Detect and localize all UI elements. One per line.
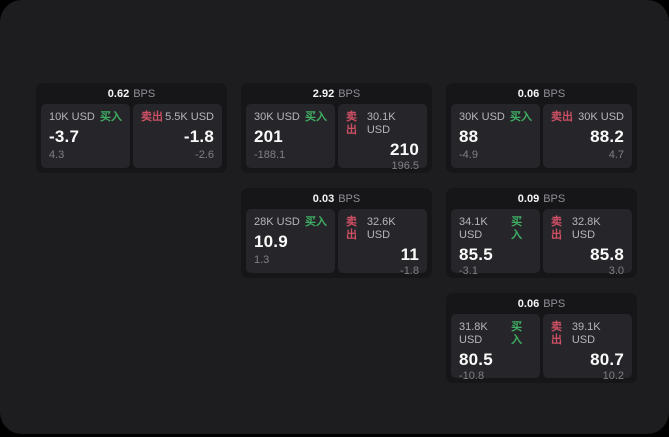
quote-card: 0.06 BPS 31.8K USD 买入 80.5 -10.8 卖出 39.1…	[446, 293, 637, 383]
bps-header: 0.06 BPS	[451, 83, 632, 104]
buy-amount: 30K USD	[254, 111, 300, 123]
sell-amount: 30K USD	[578, 111, 624, 123]
quote-card: 0.62 BPS 10K USD 买入 -3.7 4.3 卖出 5.5K USD	[36, 83, 227, 173]
buy-price: 201	[254, 127, 283, 146]
buy-panel[interactable]: 28K USD 买入 10.9 1.3	[246, 209, 335, 273]
buy-panel[interactable]: 31.8K USD 买入 80.5 -10.8	[451, 314, 540, 382]
buy-amount: 34.1K USD	[459, 216, 488, 241]
buy-side-label: 买入	[305, 111, 327, 123]
bps-unit-label: BPS	[543, 87, 566, 100]
buy-price: -3.7	[49, 127, 80, 146]
sell-amount: 39.1K USD	[571, 321, 601, 346]
sell-price: 85.8	[590, 245, 624, 264]
buy-price: 10.9	[254, 232, 288, 251]
buy-panel[interactable]: 30K USD 买入 88 -4.9	[451, 104, 540, 168]
bps-unit-label: BPS	[338, 192, 361, 205]
buy-change: -4.9	[459, 149, 478, 161]
bps-value: 0.09	[517, 192, 540, 205]
quote-grid: 0.62 BPS 10K USD 买入 -3.7 4.3 卖出 5.5K USD	[36, 83, 637, 383]
sell-change: -2.6	[195, 149, 214, 161]
bps-value: 0.06	[517, 87, 540, 100]
buy-change: -3.1	[459, 265, 478, 277]
sell-change: 4.7	[608, 149, 624, 161]
quote-card: 0.06 BPS 30K USD 买入 88 -4.9 卖出 30K USD	[446, 83, 637, 173]
sell-amount: 5.5K USD	[165, 111, 214, 123]
sell-price: -1.8	[183, 127, 214, 146]
bps-header: 2.92 BPS	[246, 83, 427, 104]
buy-change: 4.3	[49, 149, 65, 161]
bps-header: 0.62 BPS	[41, 83, 222, 104]
sell-side-label: 卖出	[551, 321, 562, 346]
sell-panel[interactable]: 卖出 30.1K USD 210 196.5	[338, 104, 427, 172]
buy-price: 80.5	[459, 350, 493, 369]
sell-price: 210	[390, 140, 419, 159]
sell-side-label: 卖出	[551, 111, 573, 123]
buy-price: 88	[459, 127, 479, 146]
bps-unit-label: BPS	[543, 192, 566, 205]
buy-side-label: 买入	[305, 216, 327, 228]
sell-side-label: 卖出	[346, 216, 357, 241]
buy-price: 85.5	[459, 245, 493, 264]
quote-card: 0.09 BPS 34.1K USD 买入 85.5 -3.1 卖出 32.8K…	[446, 188, 637, 278]
buy-change: -10.8	[459, 370, 485, 382]
sell-panel[interactable]: 卖出 30K USD 88.2 4.7	[543, 104, 632, 168]
sell-side-label: 卖出	[346, 111, 357, 136]
sell-price: 80.7	[590, 350, 624, 369]
bps-unit-label: BPS	[133, 87, 156, 100]
sell-change: -1.8	[400, 265, 419, 277]
buy-amount: 10K USD	[49, 111, 95, 123]
buy-side-label: 买入	[511, 321, 523, 346]
buy-panel[interactable]: 10K USD 买入 -3.7 4.3	[41, 104, 130, 168]
bps-value: 0.03	[312, 192, 335, 205]
buy-side-label: 买入	[511, 216, 523, 241]
bps-header: 0.06 BPS	[451, 293, 632, 314]
sell-panel[interactable]: 卖出 32.8K USD 85.8 3.0	[543, 209, 632, 277]
buy-amount: 31.8K USD	[459, 321, 488, 346]
sell-panel[interactable]: 卖出 39.1K USD 80.7 10.2	[543, 314, 632, 382]
sell-change: 196.5	[391, 160, 419, 172]
bps-header: 0.03 BPS	[246, 188, 427, 209]
quote-card: 0.03 BPS 28K USD 买入 10.9 1.3 卖出 32.6K US…	[241, 188, 432, 278]
buy-change: 1.3	[254, 254, 270, 266]
bps-value: 0.62	[107, 87, 130, 100]
bps-unit-label: BPS	[338, 87, 361, 100]
buy-amount: 28K USD	[254, 216, 300, 228]
sell-amount: 30.1K USD	[366, 111, 396, 136]
buy-panel[interactable]: 30K USD 买入 201 -188.1	[246, 104, 335, 168]
sell-panel[interactable]: 卖出 32.6K USD 11 -1.8	[338, 209, 427, 277]
sell-change: 10.2	[602, 370, 624, 382]
buy-change: -188.1	[254, 149, 286, 161]
sell-side-label: 卖出	[141, 111, 163, 123]
buy-side-label: 买入	[100, 111, 122, 123]
bps-value: 2.92	[312, 87, 335, 100]
buy-side-label: 买入	[510, 111, 532, 123]
buy-amount: 30K USD	[459, 111, 505, 123]
sell-price: 11	[400, 245, 419, 264]
sell-change: 3.0	[608, 265, 624, 277]
sell-amount: 32.8K USD	[571, 216, 601, 241]
sell-price: 88.2	[590, 127, 624, 146]
buy-panel[interactable]: 34.1K USD 买入 85.5 -3.1	[451, 209, 540, 277]
sell-panel[interactable]: 卖出 5.5K USD -1.8 -2.6	[133, 104, 222, 168]
bps-header: 0.09 BPS	[451, 188, 632, 209]
bps-unit-label: BPS	[543, 297, 566, 310]
sell-amount: 32.6K USD	[366, 216, 396, 241]
sell-side-label: 卖出	[551, 216, 562, 241]
quote-card: 2.92 BPS 30K USD 买入 201 -188.1 卖出 30.1K …	[241, 83, 432, 173]
bps-value: 0.06	[517, 297, 540, 310]
